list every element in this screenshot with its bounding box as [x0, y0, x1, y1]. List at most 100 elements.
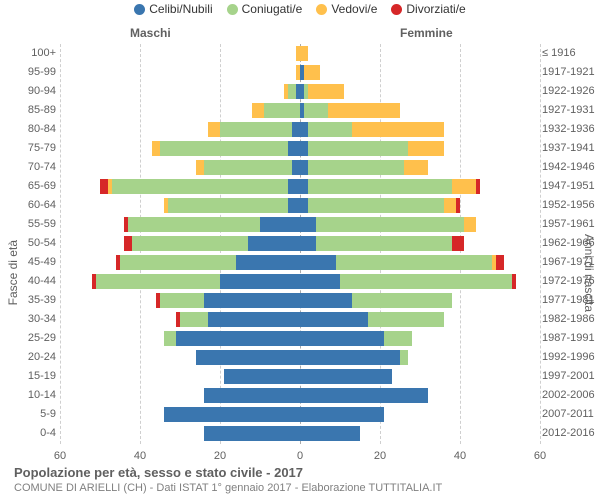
legend-dot	[391, 4, 402, 15]
bar-female	[300, 388, 428, 403]
bar-segment	[124, 236, 132, 251]
legend-item: Celibi/Nubili	[134, 2, 212, 16]
bar-segment	[352, 122, 444, 137]
pyramid-row: 85-891927-1931	[60, 102, 540, 119]
pyramid-row: 50-541962-1966	[60, 235, 540, 252]
bar-segment	[300, 255, 336, 270]
bar-segment	[204, 160, 292, 175]
chart-footer: Popolazione per età, sesso e stato civil…	[14, 465, 442, 494]
x-tick-label: 60	[54, 450, 66, 462]
y-label-age: 35-39	[20, 292, 56, 309]
bar-segment	[160, 293, 204, 308]
y-label-birth: 1917-1921	[542, 64, 600, 81]
bar-segment	[180, 312, 208, 327]
bar-segment	[368, 312, 444, 327]
bar-segment	[452, 179, 476, 194]
y-label-birth: 1987-1991	[542, 330, 600, 347]
bar-segment	[512, 274, 516, 289]
bar-segment	[196, 350, 300, 365]
x-tick-label: 20	[214, 450, 226, 462]
bar-segment	[300, 407, 384, 422]
plot-area: 6040200204060100+≤ 191695-991917-192190-…	[60, 44, 540, 444]
y-label-birth: ≤ 1916	[542, 45, 600, 62]
y-label-birth: 2007-2011	[542, 406, 600, 423]
y-label-age: 95-99	[20, 64, 56, 81]
bar-female	[300, 236, 464, 251]
bar-male	[224, 369, 300, 384]
bar-female	[300, 407, 384, 422]
y-label-age: 70-74	[20, 159, 56, 176]
y-label-birth: 1982-1986	[542, 311, 600, 328]
legend-item: Vedovi/e	[316, 2, 377, 16]
bar-male	[204, 388, 300, 403]
y-label-age: 45-49	[20, 254, 56, 271]
bar-segment	[304, 65, 320, 80]
bar-segment	[96, 274, 220, 289]
pyramid-row: 80-841932-1936	[60, 121, 540, 138]
bar-male	[92, 274, 300, 289]
pyramid-row: 30-341982-1986	[60, 311, 540, 328]
y-label-age: 50-54	[20, 235, 56, 252]
bar-segment	[252, 103, 264, 118]
y-label-birth: 1977-1981	[542, 292, 600, 309]
bar-segment	[308, 160, 404, 175]
bar-female	[300, 84, 344, 99]
legend-label: Divorziati/e	[406, 2, 465, 16]
bar-segment	[384, 331, 412, 346]
y-label-age: 60-64	[20, 197, 56, 214]
bar-male	[176, 312, 300, 327]
y-label-birth: 1967-1971	[542, 254, 600, 271]
y-label-birth: 1962-1966	[542, 235, 600, 252]
bar-segment	[496, 255, 504, 270]
bar-segment	[328, 103, 400, 118]
y-label-age: 20-24	[20, 349, 56, 366]
y-label-age: 100+	[20, 45, 56, 62]
y-label-birth: 1927-1931	[542, 102, 600, 119]
legend-label: Vedovi/e	[331, 2, 377, 16]
pyramid-row: 55-591957-1961	[60, 216, 540, 233]
bar-female	[300, 103, 400, 118]
bar-segment	[300, 160, 308, 175]
bar-male	[164, 198, 300, 213]
bar-segment	[352, 293, 452, 308]
bar-segment	[224, 369, 300, 384]
bar-male	[100, 179, 300, 194]
bar-segment	[404, 160, 428, 175]
bar-female	[300, 293, 452, 308]
legend-dot	[134, 4, 145, 15]
bar-segment	[300, 426, 360, 441]
bar-segment	[132, 236, 248, 251]
bar-segment	[300, 331, 384, 346]
bar-male	[124, 217, 300, 232]
bar-segment	[208, 122, 220, 137]
bar-male	[164, 331, 300, 346]
bar-female	[300, 255, 504, 270]
bar-segment	[300, 236, 316, 251]
bar-female	[300, 160, 428, 175]
bar-segment	[336, 255, 492, 270]
y-label-age: 80-84	[20, 121, 56, 138]
y-label-age: 90-94	[20, 83, 56, 100]
bar-male	[196, 350, 300, 365]
pyramid-row: 10-142002-2006	[60, 387, 540, 404]
bar-female	[300, 350, 408, 365]
bar-segment	[304, 103, 328, 118]
y-label-age: 30-34	[20, 311, 56, 328]
bar-male	[116, 255, 300, 270]
bar-segment	[300, 122, 308, 137]
bar-segment	[308, 141, 408, 156]
pyramid-row: 100+≤ 1916	[60, 45, 540, 62]
pyramid-row: 70-741942-1946	[60, 159, 540, 176]
bar-male	[252, 103, 300, 118]
bar-segment	[300, 179, 308, 194]
bar-segment	[292, 160, 300, 175]
bar-segment	[112, 179, 288, 194]
bar-segment	[288, 84, 296, 99]
column-header-female: Femmine	[400, 26, 453, 40]
bar-male	[208, 122, 300, 137]
bar-male	[152, 141, 300, 156]
y-label-age: 85-89	[20, 102, 56, 119]
x-tick-label: 0	[297, 450, 303, 462]
bar-male	[204, 426, 300, 441]
bar-segment	[300, 274, 340, 289]
